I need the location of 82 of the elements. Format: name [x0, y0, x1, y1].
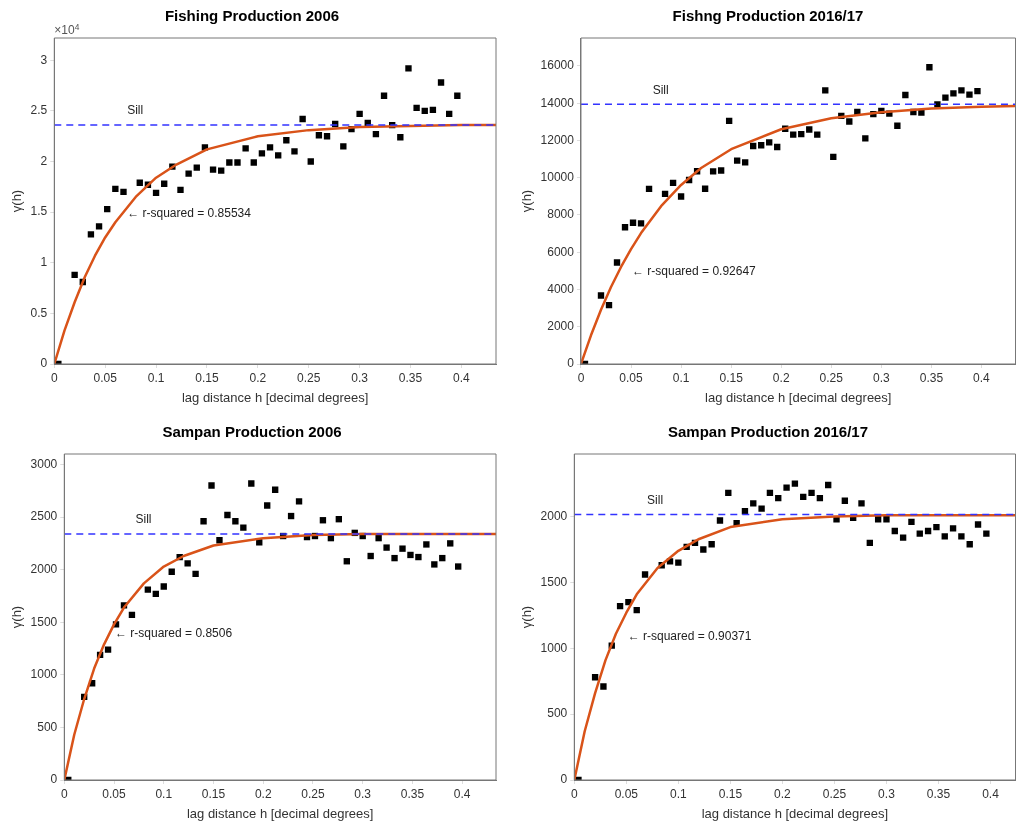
y-tick-label: 2000 [547, 319, 575, 334]
x-tick-label: 0.1 [672, 370, 690, 385]
y-tick-label: 10000 [540, 170, 575, 185]
chart-title: Sampan Production 2016/17 [667, 423, 869, 441]
x-tick-label: 0.1 [147, 370, 165, 385]
x-tick-label: 0.4 [973, 370, 991, 385]
x-tick-label: 0.1 [155, 786, 173, 801]
y-tick-label: 3 [40, 52, 48, 67]
x-tick-label: 0.15 [195, 370, 219, 385]
x-tick-label: 0.25 [301, 786, 325, 801]
y-tick-label: 0 [40, 356, 48, 371]
y-axis-title: γ(h) [9, 605, 25, 629]
x-tick-label: 0.25 [297, 370, 321, 385]
x-tick-label: 0.15 [201, 786, 226, 801]
y-tick-label: 2 [40, 153, 48, 168]
y-tick-label: 3000 [30, 456, 58, 471]
ref-line-label: Sill [647, 492, 664, 507]
y-tick-label: 6000 [547, 244, 575, 259]
ref-line-label: Sill [652, 82, 669, 97]
x-axis-title: lag distance h [decimal degrees] [701, 805, 889, 821]
y-tick-label: 1000 [30, 667, 58, 682]
y-axis-title: γ(h) [519, 605, 535, 629]
x-tick-label: 0.35 [398, 370, 423, 385]
annotation: ← r-squared = 0.92647 [632, 264, 757, 279]
y-tick-label: 2.5 [30, 103, 48, 118]
y-tick-label: 1 [40, 255, 48, 270]
chart-title: Fishing Production 2006 [164, 7, 340, 25]
y-tick-label: 14000 [540, 95, 575, 110]
y-tick-label: 2000 [30, 561, 58, 576]
y-tick-label: 1000 [540, 640, 568, 655]
x-tick-label: 0.25 [819, 370, 844, 385]
ref-line-label: Sill [127, 103, 144, 118]
x-tick-label: 0.05 [93, 370, 118, 385]
y-tick-label: 12000 [540, 132, 575, 147]
y-tick-label: 2500 [30, 509, 58, 524]
annotation: ← r-squared = 0.8506 [115, 626, 233, 641]
y-tick-label: 4000 [547, 281, 575, 296]
x-tick-label: 0.35 [400, 786, 425, 801]
x-tick-label: 0.2 [774, 786, 792, 801]
annotation: ← r-squared = 0.90371 [627, 628, 752, 643]
y-axis-title: γ(h) [519, 189, 535, 213]
y-tick-label: 2000 [540, 508, 568, 523]
y-tick-label: 16000 [540, 58, 575, 73]
x-tick-label: 0.2 [254, 786, 272, 801]
chart-title: Fishng Production 2016/17 [672, 7, 864, 25]
x-axis-title: lag distance h [decimal degrees] [181, 389, 369, 405]
y-tick-label: 1500 [540, 574, 568, 589]
y-tick-label: 500 [37, 719, 58, 734]
x-tick-label: 0.35 [919, 370, 944, 385]
y-tick-label: 8000 [547, 207, 575, 222]
x-tick-label: 0 [577, 370, 585, 385]
x-tick-label: 0 [60, 786, 68, 801]
x-tick-label: 0.05 [614, 786, 639, 801]
x-tick-label: 0.25 [822, 786, 847, 801]
y-tick-label: 0 [560, 772, 568, 787]
y-tick-label: 500 [547, 706, 568, 721]
annotation: ← r-squared = 0.85534 [127, 206, 252, 221]
x-tick-label: 0.2 [249, 370, 267, 385]
x-tick-label: 0.4 [982, 786, 1000, 801]
y-tick-label: 0 [50, 772, 58, 787]
x-tick-label: 0.3 [351, 370, 369, 385]
x-tick-label: 0.3 [872, 370, 890, 385]
x-tick-label: 0.3 [354, 786, 372, 801]
x-tick-label: 0.15 [719, 370, 744, 385]
ref-line-label: Sill [135, 512, 152, 527]
x-tick-label: 0.15 [718, 786, 743, 801]
x-tick-label: 0.4 [453, 786, 471, 801]
x-tick-label: 0.4 [453, 370, 471, 385]
x-axis-title: lag distance h [decimal degrees] [186, 805, 374, 821]
x-tick-label: 0.35 [926, 786, 951, 801]
chart-title: Sampan Production 2006 [162, 423, 342, 441]
y-tick-label: 0.5 [30, 305, 48, 320]
x-tick-label: 0.05 [102, 786, 127, 801]
y-tick-label: 1.5 [30, 204, 48, 219]
y-tick-label: 0 [567, 356, 575, 371]
y-tick-label: 1500 [30, 614, 58, 629]
x-axis-title: lag distance h [decimal degrees] [705, 389, 892, 405]
x-tick-label: 0.1 [670, 786, 688, 801]
x-tick-label: 0.2 [772, 370, 790, 385]
x-tick-label: 0.05 [619, 370, 644, 385]
y-axis-title: γ(h) [9, 189, 25, 213]
x-tick-label: 0.3 [878, 786, 896, 801]
